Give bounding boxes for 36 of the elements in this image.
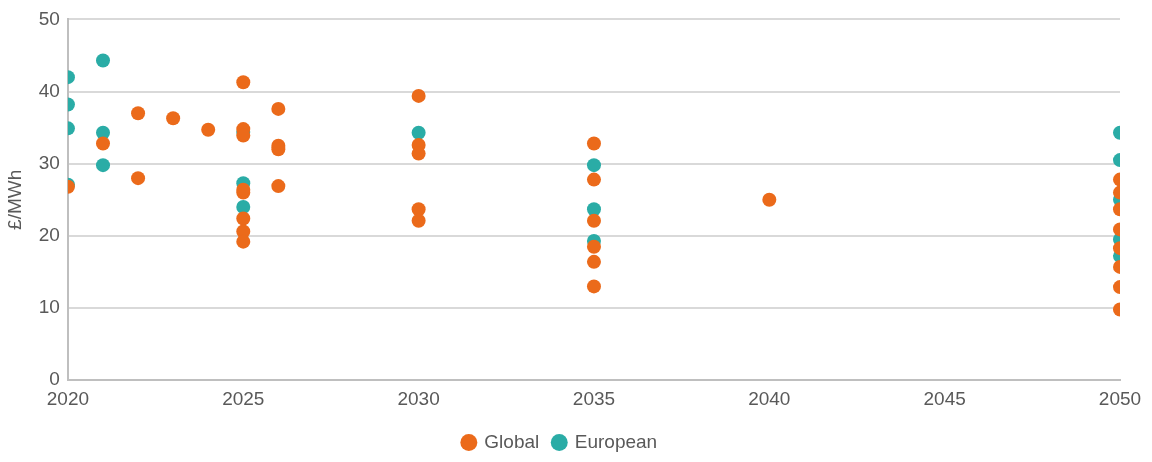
- point: [411, 202, 426, 217]
- x-tick-label: 2030: [397, 387, 440, 409]
- point: [586, 254, 601, 269]
- point: [131, 171, 146, 186]
- y-axis-title: £/MWh: [3, 169, 25, 230]
- y-tick-label: 50: [38, 7, 60, 29]
- point: [201, 122, 216, 137]
- y-tick-label: 40: [38, 79, 60, 101]
- point: [271, 179, 286, 194]
- x-tick-label: 2045: [923, 387, 966, 409]
- point: [411, 213, 426, 228]
- x-tick-label: 2050: [1098, 387, 1142, 409]
- y-tick-label: 0: [49, 368, 60, 390]
- point: [586, 279, 601, 294]
- point: [586, 136, 601, 151]
- point: [236, 234, 251, 249]
- point: [236, 75, 251, 90]
- y-tick-label: 10: [38, 296, 60, 318]
- point: [411, 88, 426, 103]
- x-tick-label: 2025: [222, 387, 265, 409]
- point: [586, 239, 601, 254]
- point: [96, 136, 110, 151]
- x-tick-label: 2020: [46, 387, 90, 409]
- legend-label: Global: [484, 430, 540, 452]
- point: [762, 192, 777, 207]
- y-tick-label: 30: [38, 151, 60, 173]
- point: [586, 213, 601, 228]
- point: [131, 106, 146, 121]
- point: [586, 172, 601, 187]
- point: [271, 101, 286, 116]
- legend-label: European: [574, 430, 658, 452]
- x-tick-label: 2035: [572, 387, 616, 409]
- point: [166, 111, 181, 126]
- point: [236, 211, 251, 226]
- y-tick-label: 20: [38, 224, 60, 246]
- x-tick-label: 2040: [748, 387, 791, 409]
